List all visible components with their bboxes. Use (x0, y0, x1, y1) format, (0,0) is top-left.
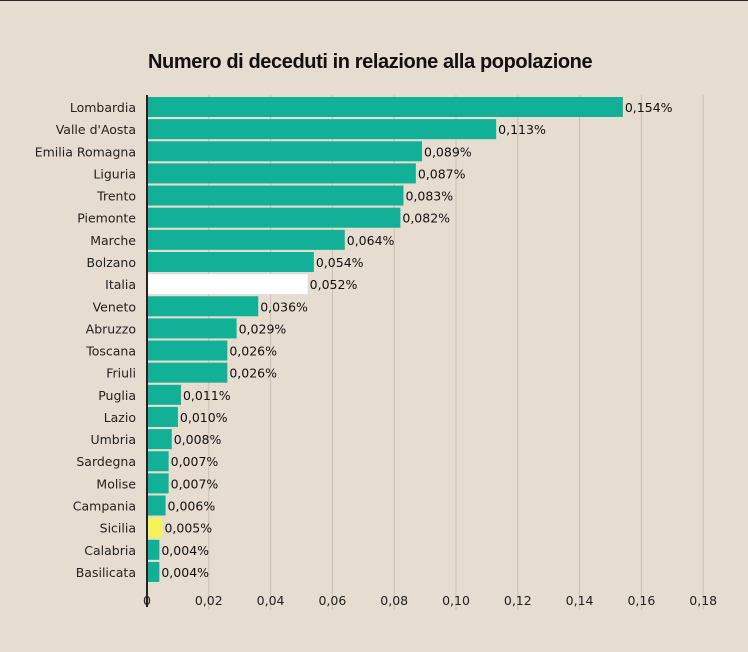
bar (147, 229, 345, 250)
category-label: Molise (96, 476, 136, 491)
value-label: 0,026% (229, 366, 277, 381)
category-label: Umbria (90, 432, 136, 447)
value-label: 0,029% (239, 321, 287, 336)
value-label: 0,113% (498, 122, 546, 137)
category-label: Bolzano (87, 255, 137, 270)
bar (147, 517, 163, 538)
value-label: 0,087% (418, 166, 466, 181)
bar (147, 473, 169, 494)
value-label: 0,036% (260, 299, 308, 314)
bar (147, 141, 423, 162)
category-label: Lombardia (70, 100, 136, 115)
bar (147, 185, 404, 206)
x-tick-label: 0,14 (566, 593, 594, 608)
category-label: Veneto (93, 299, 136, 314)
x-tick-label: 0,04 (257, 593, 285, 608)
category-label: Sardegna (76, 454, 136, 469)
bar (147, 539, 160, 560)
x-tick-label: 0,16 (627, 593, 655, 608)
x-tick-label: 0,08 (380, 593, 408, 608)
value-label: 0,008% (174, 432, 222, 447)
category-label: Puglia (98, 388, 136, 403)
bar (147, 207, 401, 228)
bar (147, 561, 160, 582)
value-label: 0,011% (183, 388, 231, 403)
category-label: Abruzzo (86, 321, 136, 336)
bar (147, 251, 314, 272)
bar (147, 97, 623, 117)
category-label: Valle d'Aosta (56, 122, 136, 137)
bar (147, 318, 237, 339)
value-label: 0,083% (405, 189, 453, 204)
category-label: Emilia Romagna (35, 144, 136, 159)
category-label: Campania (73, 499, 136, 514)
value-label: 0,052% (310, 277, 358, 292)
category-label: Calabria (84, 543, 136, 558)
axes: 00,020,040,060,080,100,120,140,160,18Lom… (35, 95, 717, 608)
value-label: 0,010% (180, 410, 228, 425)
value-label: 0,089% (424, 144, 472, 159)
bar (147, 406, 178, 427)
value-label: 0,007% (171, 454, 219, 469)
value-label: 0,004% (161, 565, 209, 580)
bars (147, 97, 623, 582)
category-label: Basilicata (76, 565, 136, 580)
bar (147, 362, 228, 383)
category-label: Toscana (85, 344, 136, 359)
value-label: 0,006% (168, 499, 216, 514)
x-tick-label: 0,02 (195, 593, 223, 608)
top-border (0, 0, 748, 1)
bar (147, 296, 259, 317)
category-label: Marche (90, 233, 136, 248)
value-label: 0,007% (171, 476, 219, 491)
category-label: Piemonte (77, 211, 136, 226)
category-label: Liguria (93, 166, 136, 181)
bar (147, 163, 416, 184)
category-label: Italia (105, 277, 136, 292)
bar (147, 451, 169, 472)
value-label: 0,082% (402, 211, 450, 226)
category-label: Lazio (104, 410, 136, 425)
x-tick-label: 0,12 (504, 593, 532, 608)
value-label: 0,026% (229, 344, 277, 359)
bar (147, 119, 497, 140)
bar (147, 429, 172, 450)
bar (147, 274, 308, 295)
chart-title: Numero di deceduti in relazione alla pop… (148, 51, 593, 73)
bar (147, 340, 228, 361)
value-label: 0,004% (161, 543, 209, 558)
value-label: 0,154% (625, 100, 673, 115)
bar (147, 384, 181, 405)
x-tick-label: 0,18 (689, 593, 717, 608)
bar (147, 495, 166, 516)
category-label: Friuli (106, 366, 136, 381)
value-label: 0,005% (164, 521, 212, 536)
category-label: Sicilia (100, 521, 136, 536)
x-tick-label: 0,06 (318, 593, 346, 608)
x-tick-label: 0,10 (442, 593, 470, 608)
category-label: Trento (96, 189, 136, 204)
value-label: 0,064% (347, 233, 395, 248)
value-label: 0,054% (316, 255, 364, 270)
